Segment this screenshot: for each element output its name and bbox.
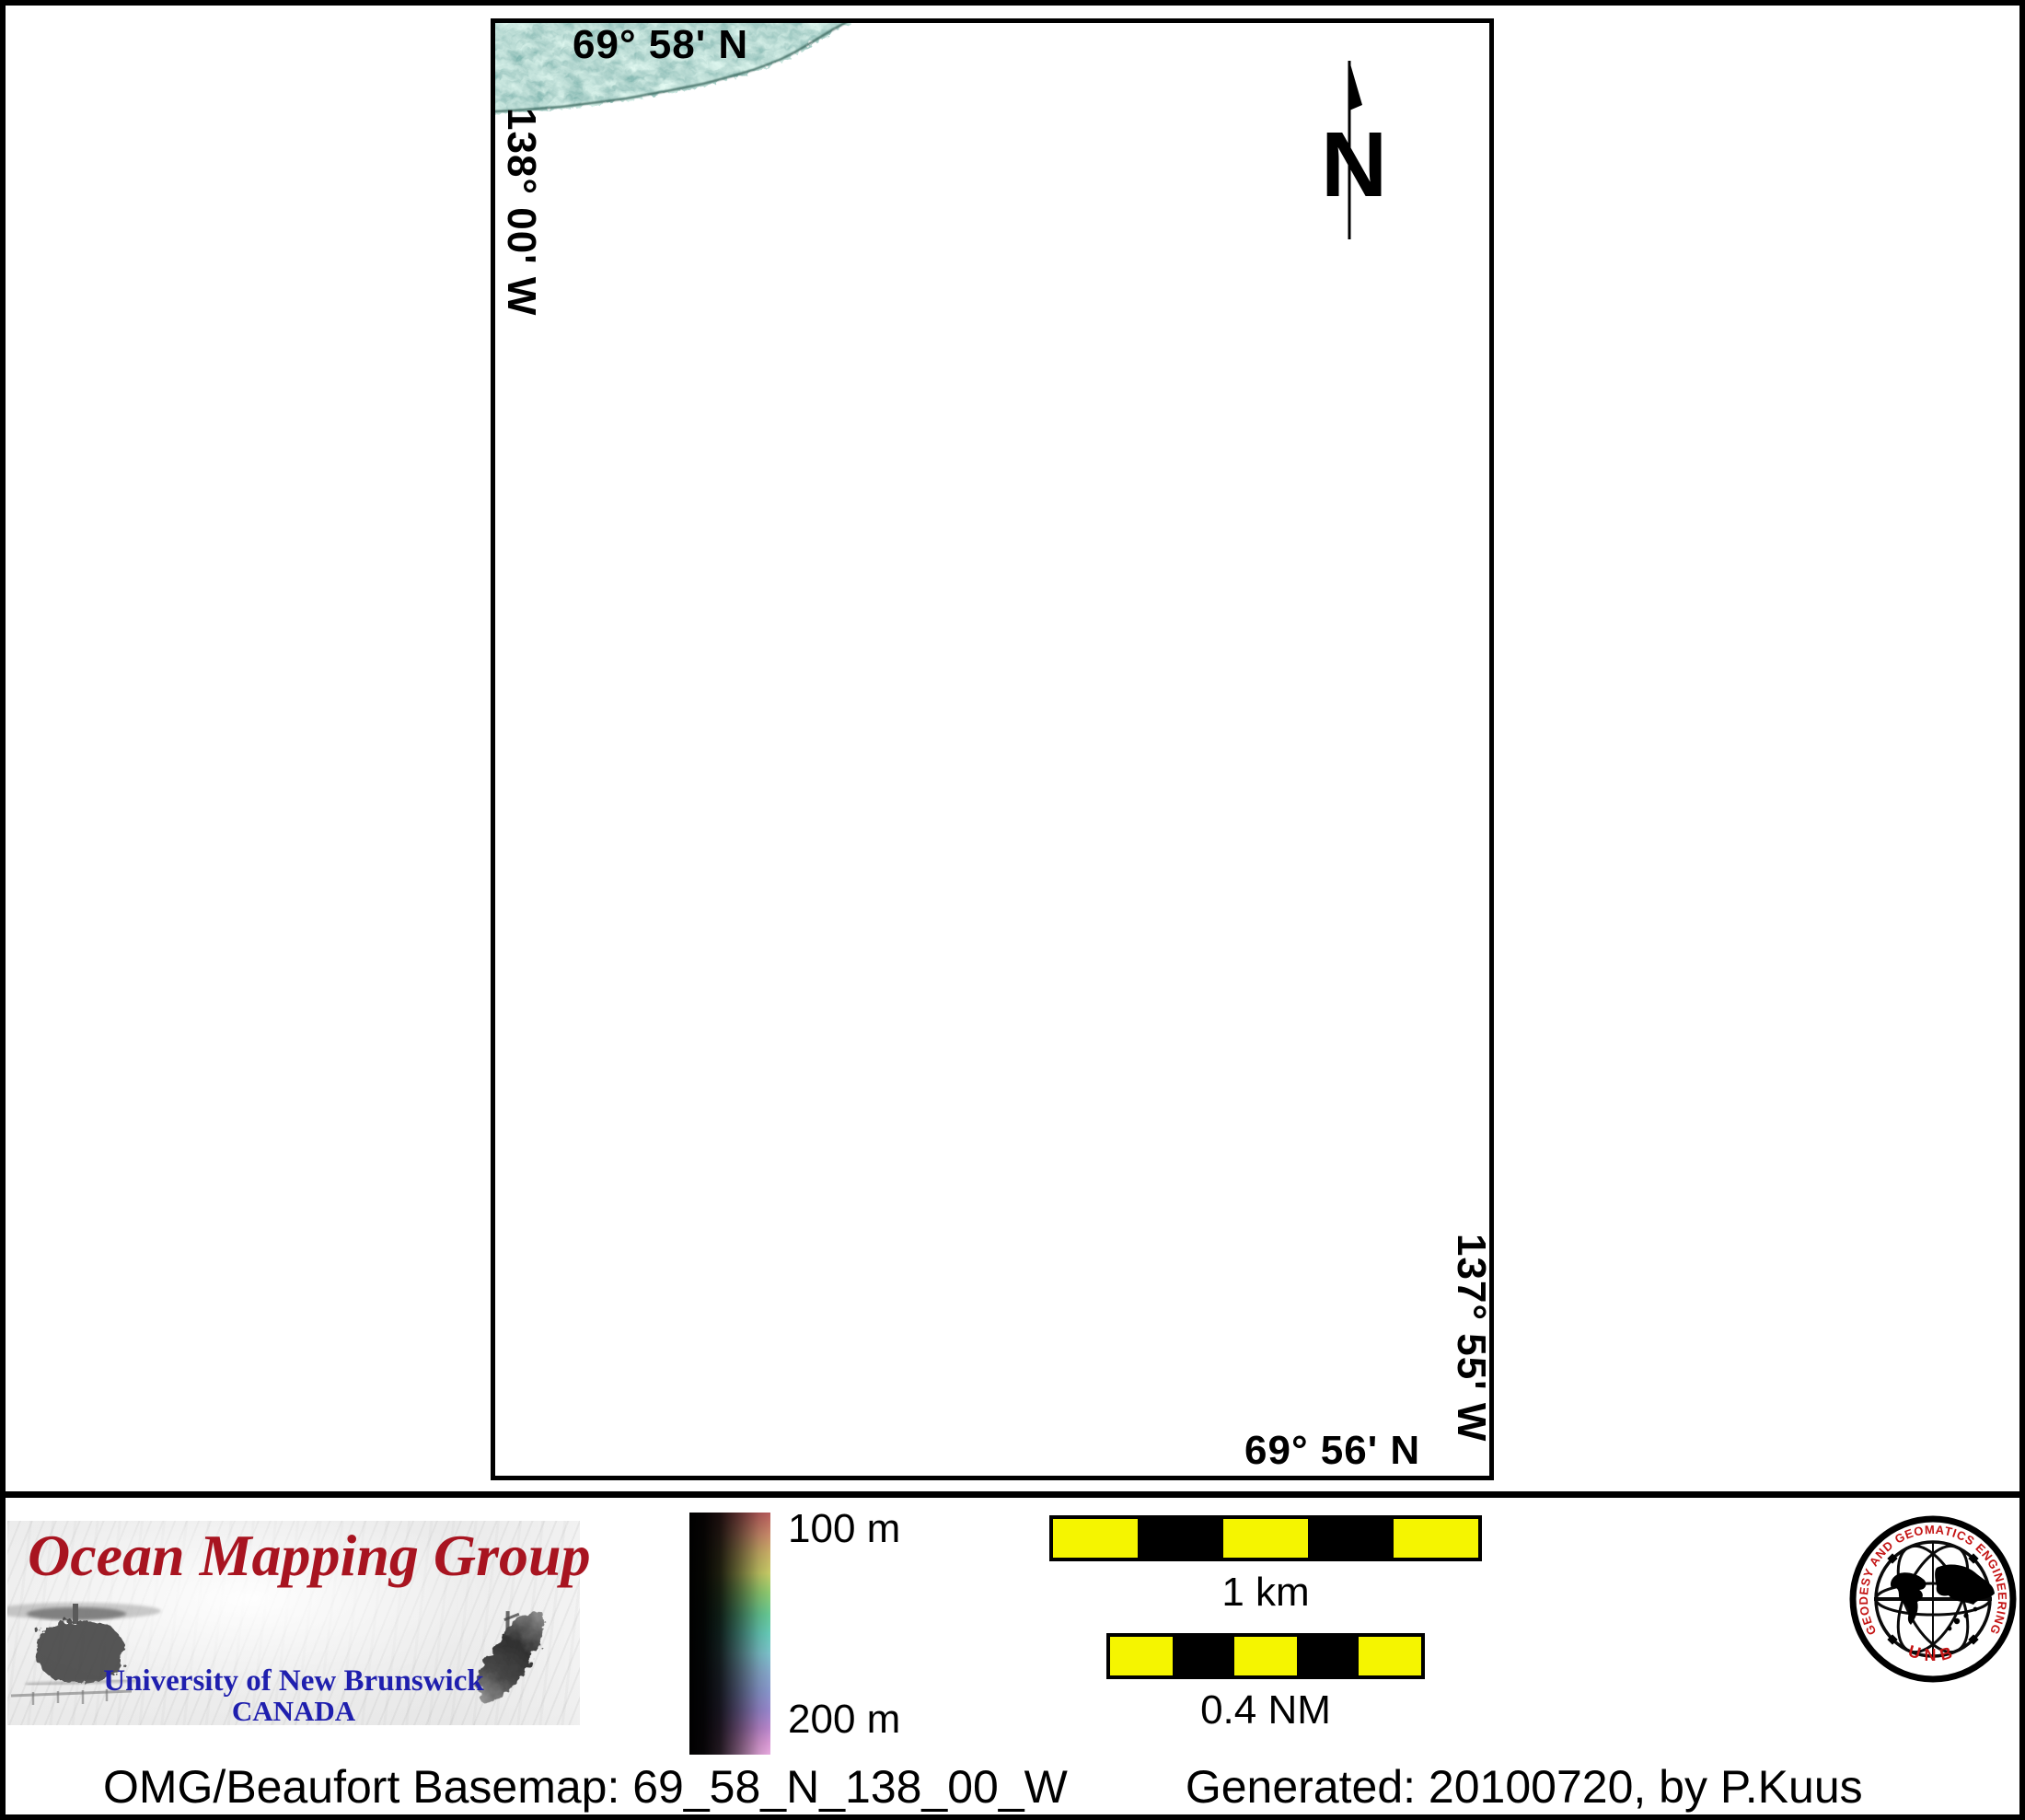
colorbar-label-bottom: 200 m [788, 1697, 901, 1742]
omg-university: University of New Brunswick [103, 1664, 484, 1698]
map-frame [491, 18, 1494, 1480]
footer-caption: OMG/Beaufort Basemap: 69_58_N_138_00_W G… [103, 1764, 1863, 1810]
map-label-left-longitude: 138° 00' W [499, 108, 544, 317]
swath-shape [491, 18, 850, 112]
scalebar-segment [1296, 1637, 1360, 1675]
scalebar-nm [1106, 1633, 1425, 1679]
swath-edge [491, 18, 850, 113]
scalebar-segment [1359, 1637, 1421, 1675]
scalebar-segment [1138, 1519, 1223, 1558]
scalebar-segment [1308, 1519, 1394, 1558]
map-label-right-longitude: 137° 55' W [1449, 1234, 1494, 1443]
bathymetry-swath [491, 18, 850, 113]
scalebar-segment [1393, 1519, 1479, 1558]
omg-title: Ocean Mapping Group [28, 1523, 591, 1588]
ship-silhouette-icon [477, 1611, 545, 1703]
map-label-top-latitude: 69° 58' N [573, 22, 749, 67]
omg-country: CANADA [231, 1695, 356, 1727]
helicopter-silhouette-icon [7, 1603, 161, 1705]
scalebar-segment [1234, 1637, 1297, 1675]
unb-seal: GEODESY AND GEOMATICS ENGINEERING UNB [1849, 1515, 2017, 1683]
footer-generated-text: Generated: 20100720, by P.Kuus [1185, 1761, 1863, 1813]
omg-logo: Ocean Mapping Group University of New Br… [7, 1521, 591, 1727]
depth-colorbar [689, 1513, 770, 1755]
scalebar-km-label: 1 km [1221, 1570, 1310, 1615]
colorbar-label-top: 100 m [788, 1506, 901, 1551]
scalebar-segment [1110, 1637, 1173, 1675]
north-arrow: N [1321, 61, 1387, 239]
footer-basemap-text: OMG/Beaufort Basemap: 69_58_N_138_00_W [103, 1761, 1068, 1813]
scalebar-segment [1222, 1519, 1309, 1558]
map-label-bottom-latitude: 69° 56' N [1244, 1428, 1421, 1473]
north-label: N [1321, 113, 1387, 216]
scalebar-km [1049, 1515, 1482, 1561]
scalebar-nm-label: 0.4 NM [1200, 1687, 1331, 1733]
globe-icon [1874, 1540, 1995, 1658]
north-arrow-head-icon [1349, 61, 1362, 110]
legend-divider [0, 1491, 2025, 1498]
scalebar-segment [1172, 1637, 1235, 1675]
scalebar-segment [1053, 1519, 1139, 1558]
omg-logo-art [7, 1603, 545, 1705]
